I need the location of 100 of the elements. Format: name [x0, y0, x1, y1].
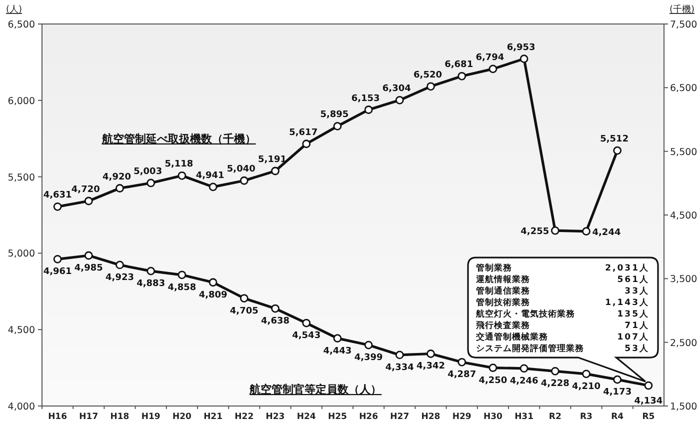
point — [520, 54, 528, 64]
point — [520, 364, 528, 373]
x-tick-label: H28 — [421, 412, 440, 422]
annotation: 交通管制機械業務 — [475, 332, 549, 343]
data-label: 4,985 — [74, 263, 103, 274]
data-label: 5,512 — [600, 134, 629, 145]
point — [84, 196, 93, 206]
point — [240, 176, 248, 185]
y2-tick-label: 7,500 — [670, 20, 698, 30]
annotation: 運航情報業務 — [475, 274, 531, 286]
y-tick-label: 4,500 — [8, 325, 35, 336]
annotation: 71人 — [624, 320, 650, 332]
data-label: 4,246 — [510, 376, 538, 386]
point — [613, 375, 622, 384]
annotation: 管制通信業務 — [475, 286, 531, 297]
data-label: 4,638 — [261, 316, 290, 327]
x-tick-label: H17 — [79, 412, 98, 422]
y-tick-label: 5,500 — [8, 172, 35, 184]
annotation: 管制技術業務 — [475, 297, 531, 308]
x-tick-label: H24 — [296, 412, 316, 422]
x-tick-label: R2 — [548, 412, 562, 422]
data-label: 4,134 — [634, 396, 663, 407]
y-tick-label: 4,000 — [8, 402, 35, 412]
x-tick-label: R3 — [580, 412, 593, 422]
data-label: 5,617 — [289, 128, 318, 138]
point — [582, 370, 590, 378]
point — [550, 366, 560, 376]
x-tick-label: H30 — [483, 412, 502, 422]
data-label: 4,244 — [592, 228, 621, 238]
data-label: 5,191 — [258, 155, 286, 166]
data-label: 6,304 — [382, 84, 411, 94]
y-tick-label: 6,500 — [8, 20, 35, 30]
data-label: 4,941 — [196, 170, 224, 181]
y-tick-label: 5,000 — [8, 248, 35, 260]
data-label: 4,443 — [323, 346, 352, 356]
point — [426, 82, 435, 91]
x-tick-label: H19 — [141, 412, 160, 422]
point — [84, 251, 93, 260]
point — [488, 364, 498, 372]
data-label: 6,681 — [444, 60, 474, 70]
data-label: 4,210 — [572, 382, 600, 392]
annotation: 53人 — [624, 343, 650, 354]
y2-axis-title: (千機) — [669, 4, 695, 15]
data-label: 4,705 — [230, 306, 258, 316]
data-label: 6,520 — [414, 70, 442, 80]
annotation: 33人 — [624, 286, 650, 297]
point — [146, 266, 156, 276]
x-tick-label: H31 — [514, 412, 534, 422]
data-label: 4,631 — [43, 190, 72, 201]
data-label: 6,153 — [351, 94, 380, 104]
x-tick-label: H22 — [234, 412, 254, 422]
x-tick-label: H20 — [172, 412, 192, 422]
data-label: 4,809 — [198, 290, 228, 300]
data-label: 4,250 — [478, 376, 508, 386]
point — [488, 64, 498, 74]
point — [458, 358, 466, 366]
annotation: 飛行検査業務 — [475, 320, 531, 332]
data-label: 4,255 — [520, 227, 550, 238]
data-label: 5,118 — [164, 160, 194, 170]
data-label: 4,961 — [43, 267, 72, 278]
data-label: 4,923 — [106, 272, 134, 283]
point — [613, 146, 622, 155]
point — [146, 178, 156, 188]
y-tick-label: 6,000 — [8, 96, 35, 107]
data-label: 6,794 — [476, 52, 504, 63]
annotation: 135人 — [617, 308, 650, 320]
data-label: 4,858 — [168, 282, 196, 293]
point — [208, 182, 218, 192]
data-label: 5,040 — [226, 164, 256, 175]
point — [302, 318, 311, 328]
data-label: 6,953 — [506, 42, 536, 53]
data-label: 4,399 — [354, 353, 383, 364]
annotation: システム開発評価管理業務 — [476, 343, 585, 354]
point — [116, 184, 124, 192]
point — [116, 260, 124, 270]
y2-tick-label: 2,500 — [670, 338, 698, 349]
x-tick-label: R4 — [611, 412, 624, 422]
point — [271, 166, 280, 176]
point — [458, 72, 466, 80]
point — [333, 122, 342, 130]
data-label: 4,228 — [540, 379, 570, 390]
x-tick-label: H27 — [390, 412, 410, 422]
data-label: 4,920 — [102, 172, 131, 182]
x-tick-label: H16 — [48, 412, 68, 422]
point — [395, 96, 404, 104]
text: 航空管制延べ取扱機数（千機） — [100, 132, 256, 146]
point — [178, 270, 186, 280]
point — [178, 171, 186, 180]
annotation: 2,031人 — [605, 262, 650, 274]
point — [53, 202, 62, 211]
data-label: 5,003 — [134, 166, 162, 177]
point — [426, 350, 435, 358]
point — [271, 304, 280, 313]
point — [208, 278, 218, 287]
x-tick-label: H26 — [359, 412, 378, 422]
annotation: 1,143人 — [605, 297, 650, 308]
x-tick-label: R5 — [642, 412, 655, 422]
x-tick-label: H18 — [110, 412, 130, 422]
y2-tick-label: 3,500 — [670, 274, 698, 286]
y2-tick-label: 6,500 — [670, 83, 698, 94]
